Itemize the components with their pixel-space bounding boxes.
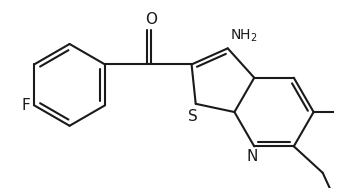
Text: NH$_2$: NH$_2$ <box>230 27 258 43</box>
Text: F: F <box>21 98 30 113</box>
Text: O: O <box>145 12 157 27</box>
Text: N: N <box>246 149 257 164</box>
Text: S: S <box>189 109 198 124</box>
